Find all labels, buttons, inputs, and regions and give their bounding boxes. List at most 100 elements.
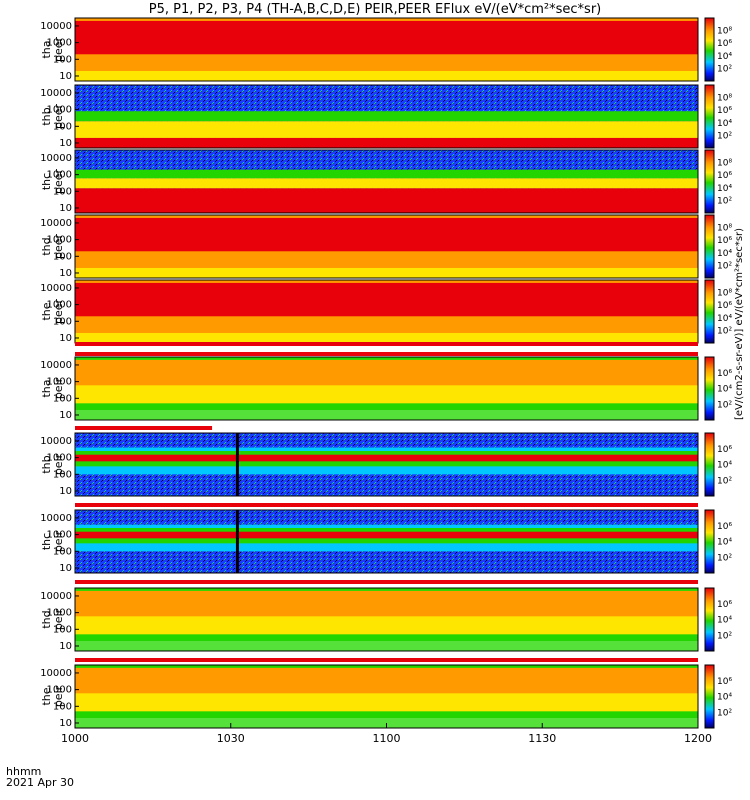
colorbar-tick-label: 10² [717,196,732,206]
ytick-label: 10 [59,641,72,652]
band-main [75,217,698,252]
panel-label: thcpeer [40,169,65,195]
xtick-label: 1200 [684,732,712,745]
colorbar-tick-label: 10² [717,476,732,486]
colorbar-tick-label: 10⁶ [717,39,732,49]
band-green [75,111,698,122]
band-main [75,20,698,55]
panels-layer: 10 100 1000 10000 thapeer 10² 10⁴ 10⁶ 10⁸ 10 100 10… [40,17,732,745]
panel-label: thbpeer [40,104,65,130]
band-low [75,717,698,728]
panel-label: thapeir [40,377,65,399]
xtick-label: 1130 [528,732,556,745]
band-orange [75,359,698,386]
colorbar-tick-label: 10⁴ [717,693,732,703]
corner-date: 2021 Apr 30 [6,776,75,789]
panel-frame [74,17,699,82]
colorbar-tick-label: 10⁶ [717,171,732,181]
separator-strip [75,342,698,346]
data-gap [235,433,239,496]
colorbar-tick-label: 10⁸ [717,27,732,37]
colorbar-tick-label: 10⁶ [717,522,732,532]
colorbar-tick-label: 10⁸ [717,224,732,234]
colorbar-tick-label: 10⁶ [717,236,732,246]
colorbar [704,17,715,82]
colorbar-tick-label: 10⁸ [717,289,732,299]
ytick-label: 1000 [47,685,72,696]
panel-frame [74,356,699,421]
panel-label: thdpeir [40,608,65,630]
colorbar-tick-label: 10² [717,326,732,336]
ytick-label: 10000 [40,436,72,447]
ytick-label: 10 [59,718,72,729]
colorbar [704,509,715,574]
ytick-label: 10 [59,563,72,574]
panel-frame [74,149,699,214]
ytick-label: 10000 [40,360,72,371]
ytick-label: 10 [59,333,72,344]
ytick-label: 1000 [47,235,72,246]
xtick-label: 1100 [373,732,401,745]
colorbar-tick-label: 10⁴ [717,461,732,471]
ytick-label: 100 [53,54,72,65]
colorbar-tick-label: 10⁴ [717,52,732,62]
ytick-label: 1000 [47,453,72,464]
band-orange [75,590,698,617]
colorbar-tick-label: 10⁴ [717,538,732,548]
panel-label: thdpeer [40,234,65,260]
ytick-label: 100 [53,624,72,635]
corner-hhmm: hhmm [6,765,42,778]
ytick-label: 1000 [47,105,72,116]
colorbar-tick-label: 10⁶ [717,445,732,455]
ytick-label: 10000 [40,21,72,32]
colorbar-tick-label: 10² [717,708,732,718]
panel-label: thcpeir [40,530,65,552]
separator-strip [75,658,698,662]
colorbar [704,664,715,729]
ytick-label: 100 [53,701,72,712]
panel-label: thepeir [40,685,65,707]
band-low [75,332,698,343]
colorbar-tick-label: 10⁴ [717,184,732,194]
ytick-label: 10 [59,203,72,214]
separator-strip [75,426,213,430]
band-low [75,640,698,651]
colorbar-tick-label: 10⁶ [717,369,732,379]
ytick-label: 100 [53,393,72,404]
panel-label: thapeer [40,37,65,63]
ytick-label: 10 [59,410,72,421]
colorbar [704,279,715,344]
band-orange [75,667,698,694]
colorbar-tick-label: 10⁶ [717,301,732,311]
ytick-label: 10 [59,138,72,149]
ytick-label: 10000 [40,153,72,164]
colorbar-tick-label: 10⁴ [717,616,732,626]
colorbar-tick-label: 10⁶ [717,106,732,116]
ytick-label: 100 [53,251,72,262]
band-green [75,169,698,179]
colorbar-tick-label: 10⁴ [717,385,732,395]
ytick-label: 100 [53,469,72,480]
ytick-label: 10000 [40,218,72,229]
colorbar-tick-label: 10² [717,553,732,563]
colorbar-unit-label: [eV/(cm2-s-sr-eV)] eV/(eV*cm²*sec*sr) [734,227,745,420]
ytick-label: 10000 [40,591,72,602]
chart-title: P5, P1, P2, P3, P4 (TH-A,B,C,D,E) PEIR,P… [148,2,602,17]
colorbar [704,214,715,279]
colorbar-tick-label: 10⁴ [717,119,732,129]
colorbar-tick-label: 10⁶ [717,600,732,610]
band-low [75,70,698,81]
band-low [75,267,698,278]
ytick-label: 10000 [40,668,72,679]
ytick-label: 10000 [40,513,72,524]
colorbar [704,149,715,214]
ytick-label: 1000 [47,300,72,311]
ytick-label: 1000 [47,38,72,49]
xtick-label: 1000 [61,732,89,745]
colorbar [704,432,715,497]
colorbar-tick-label: 10² [717,261,732,271]
band-red [75,454,698,462]
panel-frame [74,84,699,149]
data-gap [235,510,239,573]
